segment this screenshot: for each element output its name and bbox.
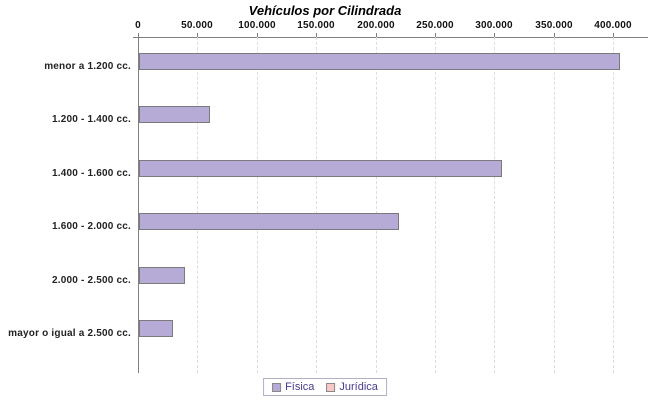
- bar-física: [139, 320, 173, 337]
- x-axis-tick-label: 300.000: [475, 20, 513, 31]
- x-axis-tick-label: 200.000: [357, 20, 395, 31]
- x-axis-tick-label: 150.000: [297, 20, 335, 31]
- bar-física: [139, 106, 210, 124]
- legend-label-fisica: Física: [285, 381, 315, 393]
- x-axis-tick-label: 250.000: [416, 20, 454, 31]
- x-axis-tick: [554, 33, 555, 37]
- category-label: 1.200 - 1.400 cc.: [51, 114, 131, 126]
- legend-item-juridica: Jurídica: [326, 381, 378, 393]
- category-label: 2.000 - 2.500 cc.: [51, 274, 131, 286]
- gridline: [316, 37, 317, 373]
- bar-física: [139, 213, 399, 231]
- category-label: mayor o igual a 2.500 cc.: [8, 328, 131, 339]
- x-axis-tick-label: 350.000: [535, 20, 573, 31]
- bar-física: [139, 266, 185, 284]
- x-axis-tick-label: 100.000: [238, 20, 276, 31]
- x-axis-tick: [316, 33, 317, 37]
- gridline: [376, 37, 377, 373]
- gridline: [197, 37, 198, 373]
- x-axis-tick: [138, 33, 139, 37]
- x-axis-tick: [376, 33, 377, 37]
- gridline: [435, 37, 436, 373]
- x-axis-tick: [494, 33, 495, 37]
- x-axis-tick: [613, 33, 614, 37]
- legend-label-juridica: Jurídica: [339, 381, 378, 393]
- legend: Física Jurídica: [263, 378, 387, 396]
- x-axis-tick: [435, 33, 436, 37]
- x-axis-tick: [257, 33, 258, 37]
- gridline: [494, 37, 495, 373]
- x-axis-tick-label: 50.000: [181, 20, 213, 31]
- plot-area: 0 50.000 100.000 150.000 200.000 250.000 300.0…: [133, 20, 648, 373]
- bar-física: [139, 53, 620, 70]
- legend-item-fisica: Física: [272, 381, 314, 393]
- category-label: 1.600 - 2.000 cc.: [51, 221, 131, 233]
- bar-física: [139, 159, 502, 177]
- y-axis-line: [138, 33, 139, 373]
- gridline: [554, 37, 555, 373]
- gridline: [613, 37, 614, 373]
- x-axis-tick: [197, 33, 198, 37]
- category-label: menor a 1.200 cc.: [44, 61, 131, 72]
- category-label: 1.400 - 1.600 cc.: [51, 167, 131, 179]
- x-axis-tick-label: 400.000: [594, 20, 632, 31]
- x-axis-tick-label: 0: [135, 20, 141, 31]
- chart-title: Vehículos por Cilindrada: [248, 3, 402, 18]
- gridline: [257, 37, 258, 373]
- legend-swatch-fisica: [272, 382, 282, 392]
- x-axis-line: [133, 37, 648, 38]
- legend-swatch-juridica: [326, 382, 336, 392]
